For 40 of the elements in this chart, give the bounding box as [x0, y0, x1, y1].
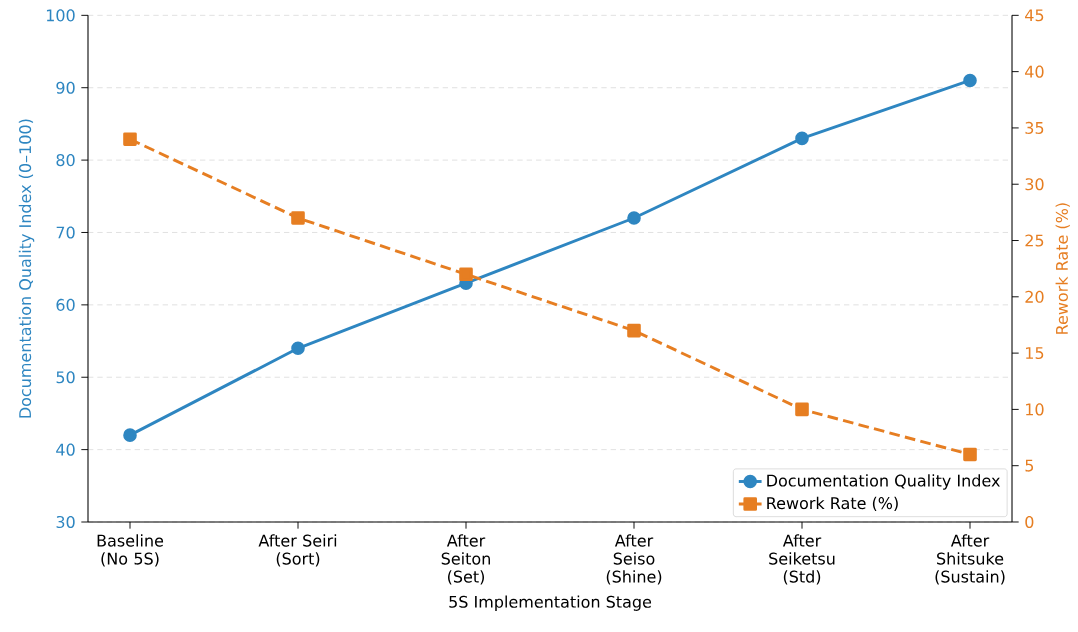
- point: [963, 447, 977, 462]
- x-tick-label: After Seiton (Set): [441, 534, 490, 585]
- point: [795, 402, 809, 417]
- point: [123, 132, 137, 146]
- x-tick-label: After Seiketsu (Std): [769, 534, 835, 585]
- point: [795, 131, 809, 146]
- point: [627, 323, 641, 338]
- y2-tick-label: 25: [1025, 234, 1044, 247]
- x-tick-label: Baseline (No 5S): [97, 534, 164, 567]
- y2-axis-title: Rework Rate (%): [1055, 203, 1070, 334]
- y-tick-label: 60: [56, 298, 75, 311]
- x-tick-label: After Seiso (Shine): [606, 534, 662, 585]
- point: [291, 341, 305, 356]
- point: [627, 211, 641, 225]
- y-tick-label: 100: [46, 9, 75, 22]
- y2-tick-label: 40: [1025, 65, 1044, 78]
- y-tick-label: 40: [56, 443, 75, 456]
- y2-tick-label: 35: [1025, 121, 1044, 134]
- y2-tick-label: 30: [1025, 178, 1044, 191]
- legend-label: Rework Rate (%): [767, 496, 898, 512]
- y2-tick-label: 45: [1025, 9, 1044, 22]
- y2-tick-label: 10: [1026, 403, 1044, 416]
- point: [963, 73, 977, 88]
- legend-label: Documentation Quality Index: [767, 474, 1000, 490]
- y-tick-label: 50: [56, 371, 75, 384]
- y2-tick-label: 20: [1025, 290, 1044, 303]
- y-tick-label: 80: [56, 154, 75, 167]
- x-tick-label: After Shitsuke (Sustain): [935, 534, 1005, 585]
- y-tick-label: 90: [56, 81, 75, 94]
- y2-tick-label: 5: [1025, 459, 1034, 472]
- y2-tick-label: 0: [1025, 515, 1034, 529]
- x-tick-label: After Seiri (Sort): [258, 534, 337, 567]
- y-tick-label: 30: [56, 515, 75, 529]
- point: [123, 428, 137, 442]
- point: [291, 211, 305, 225]
- point: [459, 267, 473, 282]
- x-axis-title: 5S Implementation Stage: [449, 595, 652, 611]
- y-tick-label: 70: [56, 226, 75, 239]
- y2-tick-label: 15: [1026, 347, 1044, 360]
- y-axis-title: Documentation Quality Index (0–100): [18, 119, 35, 418]
